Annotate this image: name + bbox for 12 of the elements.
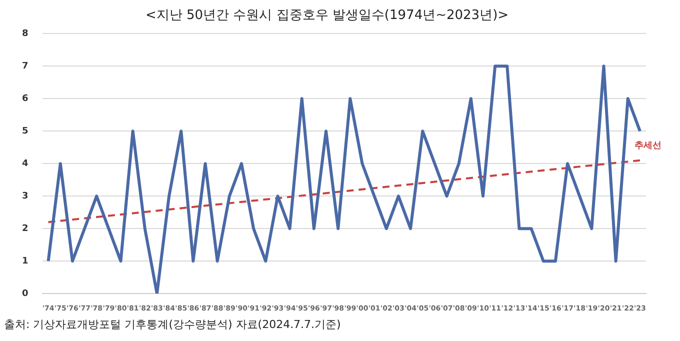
chart-title: <지난 50년간 수원시 집중호우 발생일수(1974년~2023년)> [145,8,509,24]
y-tick-label: 4 [22,158,28,169]
series-label: 추세선 [634,141,662,152]
y-tick-label: 8 [22,28,28,39]
y-tick-label: 1 [22,256,28,266]
y-tick-label: 3 [22,191,28,202]
y-tick-label: 2 [22,224,28,234]
y-tick-label: 6 [22,94,28,104]
y-tick-label: 5 [22,126,28,136]
y-tick-label: 0 [22,288,28,299]
y-tick-label: 7 [22,61,28,72]
source-note: 출처: 기상자료개방포털 기후통계(강수량분석) 자료(2024.7.7.기준) [3,317,342,333]
